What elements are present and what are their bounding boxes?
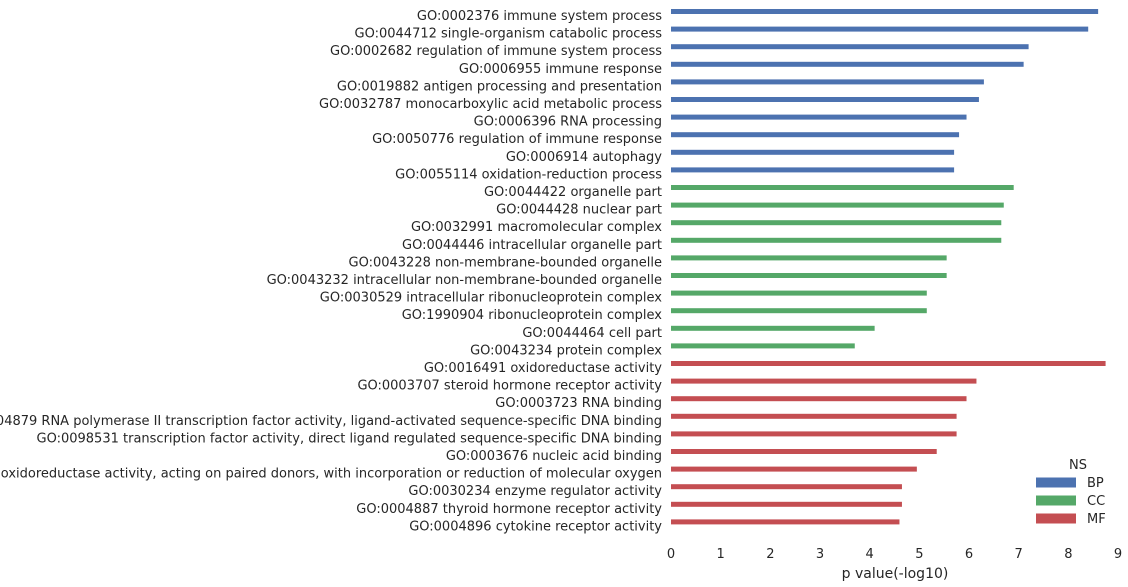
category-label: GO:0004879 RNA polymerase II transcripti… xyxy=(0,414,662,429)
x-tick-label: 1 xyxy=(717,547,725,562)
bar-mf xyxy=(671,431,957,437)
bar-cc xyxy=(671,308,927,314)
bar-cc xyxy=(671,202,1004,208)
bar-mf xyxy=(671,466,917,472)
category-label: GO:0032991 macromolecular complex xyxy=(411,220,662,235)
x-tick-label: 9 xyxy=(1114,547,1122,562)
category-label: GO:0002376 immune system process xyxy=(417,9,662,24)
category-label: GO:0004896 cytokine receptor activity xyxy=(409,519,662,534)
bar-bp xyxy=(671,167,955,173)
bar-cc xyxy=(671,343,855,349)
bar-group xyxy=(671,9,1106,525)
category-label: GO:0003707 steroid hormone receptor acti… xyxy=(357,379,662,394)
bar-mf xyxy=(671,361,1106,366)
legend-swatch-cc xyxy=(1036,495,1076,506)
category-label: GO:0016491 oxidoreductase activity xyxy=(424,361,662,376)
bar-bp xyxy=(671,97,979,102)
category-label: GO:0032787 monocarboxylic acid metabolic… xyxy=(319,97,662,112)
bar-bp xyxy=(671,9,1099,14)
category-label: GO:0003676 nucleic acid binding xyxy=(446,449,662,464)
legend-label-bp: BP xyxy=(1087,476,1104,491)
category-label: GO:0006396 RNA processing xyxy=(474,115,662,130)
category-label: GO:1990904 ribonucleoprotein complex xyxy=(402,308,663,323)
x-tick-label: 2 xyxy=(766,547,774,562)
bar-mf xyxy=(671,396,967,402)
x-axis-ticks: 0 1 2 3 4 5 6 7 8 9 xyxy=(667,547,1122,562)
bar-mf xyxy=(671,484,902,490)
x-tick-label: 8 xyxy=(1064,547,1072,562)
category-label: GO:0044464 cell part xyxy=(522,326,662,341)
legend-swatch-mf xyxy=(1036,513,1076,524)
category-label: GO:0006955 immune response xyxy=(459,62,662,77)
bar-mf xyxy=(671,501,902,507)
category-label: GO:0019882 antigen processing and presen… xyxy=(337,79,662,94)
x-tick-label: 5 xyxy=(915,547,923,562)
category-label: GO:0003723 RNA binding xyxy=(495,396,662,411)
x-tick-label: 7 xyxy=(1015,547,1023,562)
category-label: GO:0044422 organelle part xyxy=(484,185,662,200)
bar-cc xyxy=(671,185,1014,190)
x-tick-label: 3 xyxy=(816,547,824,562)
legend-swatch-bp xyxy=(1036,477,1076,488)
category-label: GO:0098531 transcription factor activity… xyxy=(37,431,662,446)
legend: NS BP CC MF xyxy=(1036,458,1106,527)
legend-title: NS xyxy=(1069,458,1087,473)
bar-bp xyxy=(671,44,1029,50)
category-label: GO:0030529 intracellular ribonucleoprote… xyxy=(320,291,663,306)
legend-label-mf: MF xyxy=(1087,512,1106,527)
x-tick-label: 6 xyxy=(965,547,973,562)
bar-bp xyxy=(671,79,984,85)
category-label: GO:0030234 enzyme regulator activity xyxy=(408,484,662,499)
legend-label-cc: CC xyxy=(1087,494,1105,509)
category-label: GO:0043234 protein complex xyxy=(470,343,662,358)
bar-bp xyxy=(671,61,1024,67)
category-label: GO:0002682 regulation of immune system p… xyxy=(330,44,662,59)
x-tick-label: 4 xyxy=(866,547,874,562)
category-label: GO:0004887 thyroid hormone receptor acti… xyxy=(356,502,662,517)
x-tick-label: 0 xyxy=(667,547,675,562)
category-label: GO:0050776 regulation of immune response xyxy=(372,132,662,147)
category-label: GO:0044428 nuclear part xyxy=(496,203,662,218)
bar-cc xyxy=(671,237,1002,243)
bar-bp xyxy=(671,132,960,138)
bar-bp xyxy=(671,149,955,155)
category-labels: GO:0002376 immune system process GO:00447… xyxy=(0,9,662,534)
bar-mf xyxy=(671,449,937,454)
bar-mf xyxy=(671,519,900,525)
category-label: GO:0055114 oxidation-reduction process xyxy=(395,167,662,182)
bar-cc xyxy=(671,290,927,296)
bar-cc xyxy=(671,220,1002,226)
bar-bp xyxy=(671,26,1089,32)
category-label: GO:0006914 autophagy xyxy=(506,150,662,165)
bar-cc xyxy=(671,325,875,331)
category-label: GO:0043232 intracellular non-membrane-bo… xyxy=(267,273,662,288)
category-label: GO:0044712 single-organism catabolic pro… xyxy=(355,27,663,42)
category-label: GO:0016705 oxidoreductase activity, acti… xyxy=(0,467,662,482)
bar-mf xyxy=(671,378,977,384)
bar-cc xyxy=(671,255,947,261)
bar-bp xyxy=(671,114,967,120)
category-label: GO:0043228 non-membrane-bounded organell… xyxy=(349,255,663,270)
bar-cc xyxy=(671,273,947,278)
category-label: GO:0044446 intracellular organelle part xyxy=(402,238,662,253)
x-axis-title: p value(-log10) xyxy=(842,566,949,582)
bar-mf xyxy=(671,413,957,419)
